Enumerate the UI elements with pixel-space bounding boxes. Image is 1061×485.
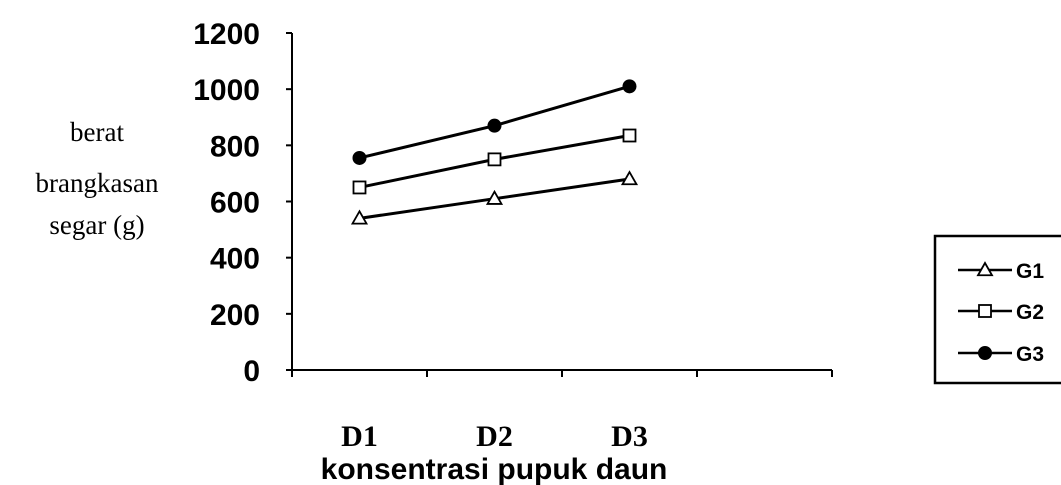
legend-label-g2: G2 [1016, 301, 1044, 324]
y-tick-label: 1000 [193, 74, 260, 107]
legend-marker-g2 [978, 304, 992, 318]
legend-marker-g3 [978, 346, 992, 360]
legend-label-g3: G3 [1016, 343, 1044, 366]
series-layer [350, 79, 639, 225]
legend-box [933, 234, 1061, 385]
y-axis: 0 200 400 600 800 1000 1200 [193, 18, 293, 388]
data-point-g2 [352, 180, 367, 195]
legend: G1 G2 G3 [933, 234, 1061, 385]
x-tick-label: D1 [341, 420, 378, 453]
data-point-g3 [352, 150, 367, 165]
y-axis-label-line-2: brangkasan [36, 168, 159, 198]
y-tick-label: 1200 [193, 18, 260, 51]
y-tick-label: 200 [210, 299, 260, 332]
data-point-g2 [487, 152, 502, 167]
x-tick-label: D3 [611, 420, 648, 453]
x-axis-label: konsentrasi pupuk daun [321, 453, 668, 485]
data-point-g2 [622, 128, 637, 143]
y-axis-label-line-1: berat [70, 117, 124, 147]
data-point-g1 [620, 170, 639, 186]
legend-label-g1: G1 [1016, 260, 1044, 283]
y-tick-label: 800 [210, 130, 260, 163]
y-tick-label: 0 [243, 355, 260, 388]
data-point-g1 [350, 209, 369, 225]
data-point-g3 [622, 79, 637, 94]
x-axis: D1 D2 D3 [291, 369, 833, 453]
data-point-g1 [485, 189, 504, 205]
legend-marker-g1 [976, 261, 994, 277]
x-tick-label: D2 [476, 420, 513, 453]
y-axis-label-line-3: segar (g) [49, 210, 144, 240]
y-tick-label: 600 [210, 187, 260, 220]
data-point-g3 [487, 118, 502, 133]
y-tick-label: 400 [210, 243, 260, 276]
